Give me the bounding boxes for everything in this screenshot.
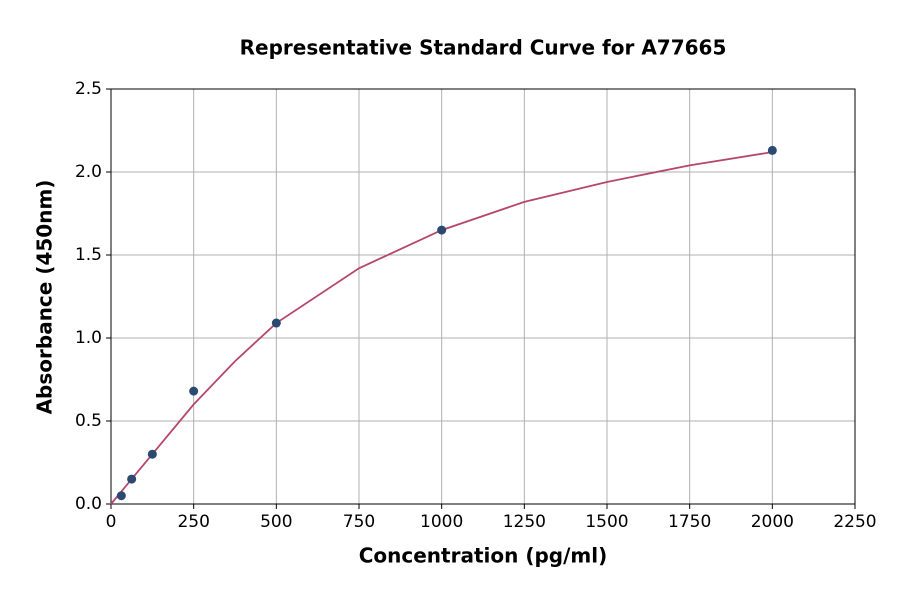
x-tick-label: 250 [177, 512, 209, 532]
x-tick-label: 2000 [751, 512, 794, 532]
x-tick-label: 500 [260, 512, 292, 532]
y-tick-label: 0.0 [75, 494, 102, 514]
chart-title: Representative Standard Curve for A77665 [240, 36, 727, 60]
x-axis-label: Concentration (pg/ml) [359, 544, 608, 568]
x-tick-label: 750 [343, 512, 375, 532]
y-axis-label: Absorbance (450nm) [33, 180, 57, 415]
x-tick-label: 1750 [668, 512, 711, 532]
data-point [437, 225, 447, 235]
data-point [189, 386, 199, 396]
plot-frame [110, 88, 856, 505]
fit-curve [110, 151, 773, 505]
x-tick-label: 1500 [585, 512, 628, 532]
y-tick-label: 1.5 [75, 245, 102, 265]
data-point [767, 145, 777, 155]
y-tick-label: 2.0 [75, 162, 102, 182]
data-point [127, 474, 137, 484]
x-tick-label: 1250 [503, 512, 546, 532]
y-tick-label: 2.5 [75, 79, 102, 99]
y-tick-label: 0.5 [75, 411, 102, 431]
x-tick-label: 1000 [420, 512, 463, 532]
data-point [116, 491, 126, 501]
data-point [147, 449, 157, 459]
x-tick-label: 2250 [833, 512, 876, 532]
data-point [271, 318, 281, 328]
y-tick-label: 1.0 [75, 328, 102, 348]
x-tick-label: 0 [106, 512, 117, 532]
